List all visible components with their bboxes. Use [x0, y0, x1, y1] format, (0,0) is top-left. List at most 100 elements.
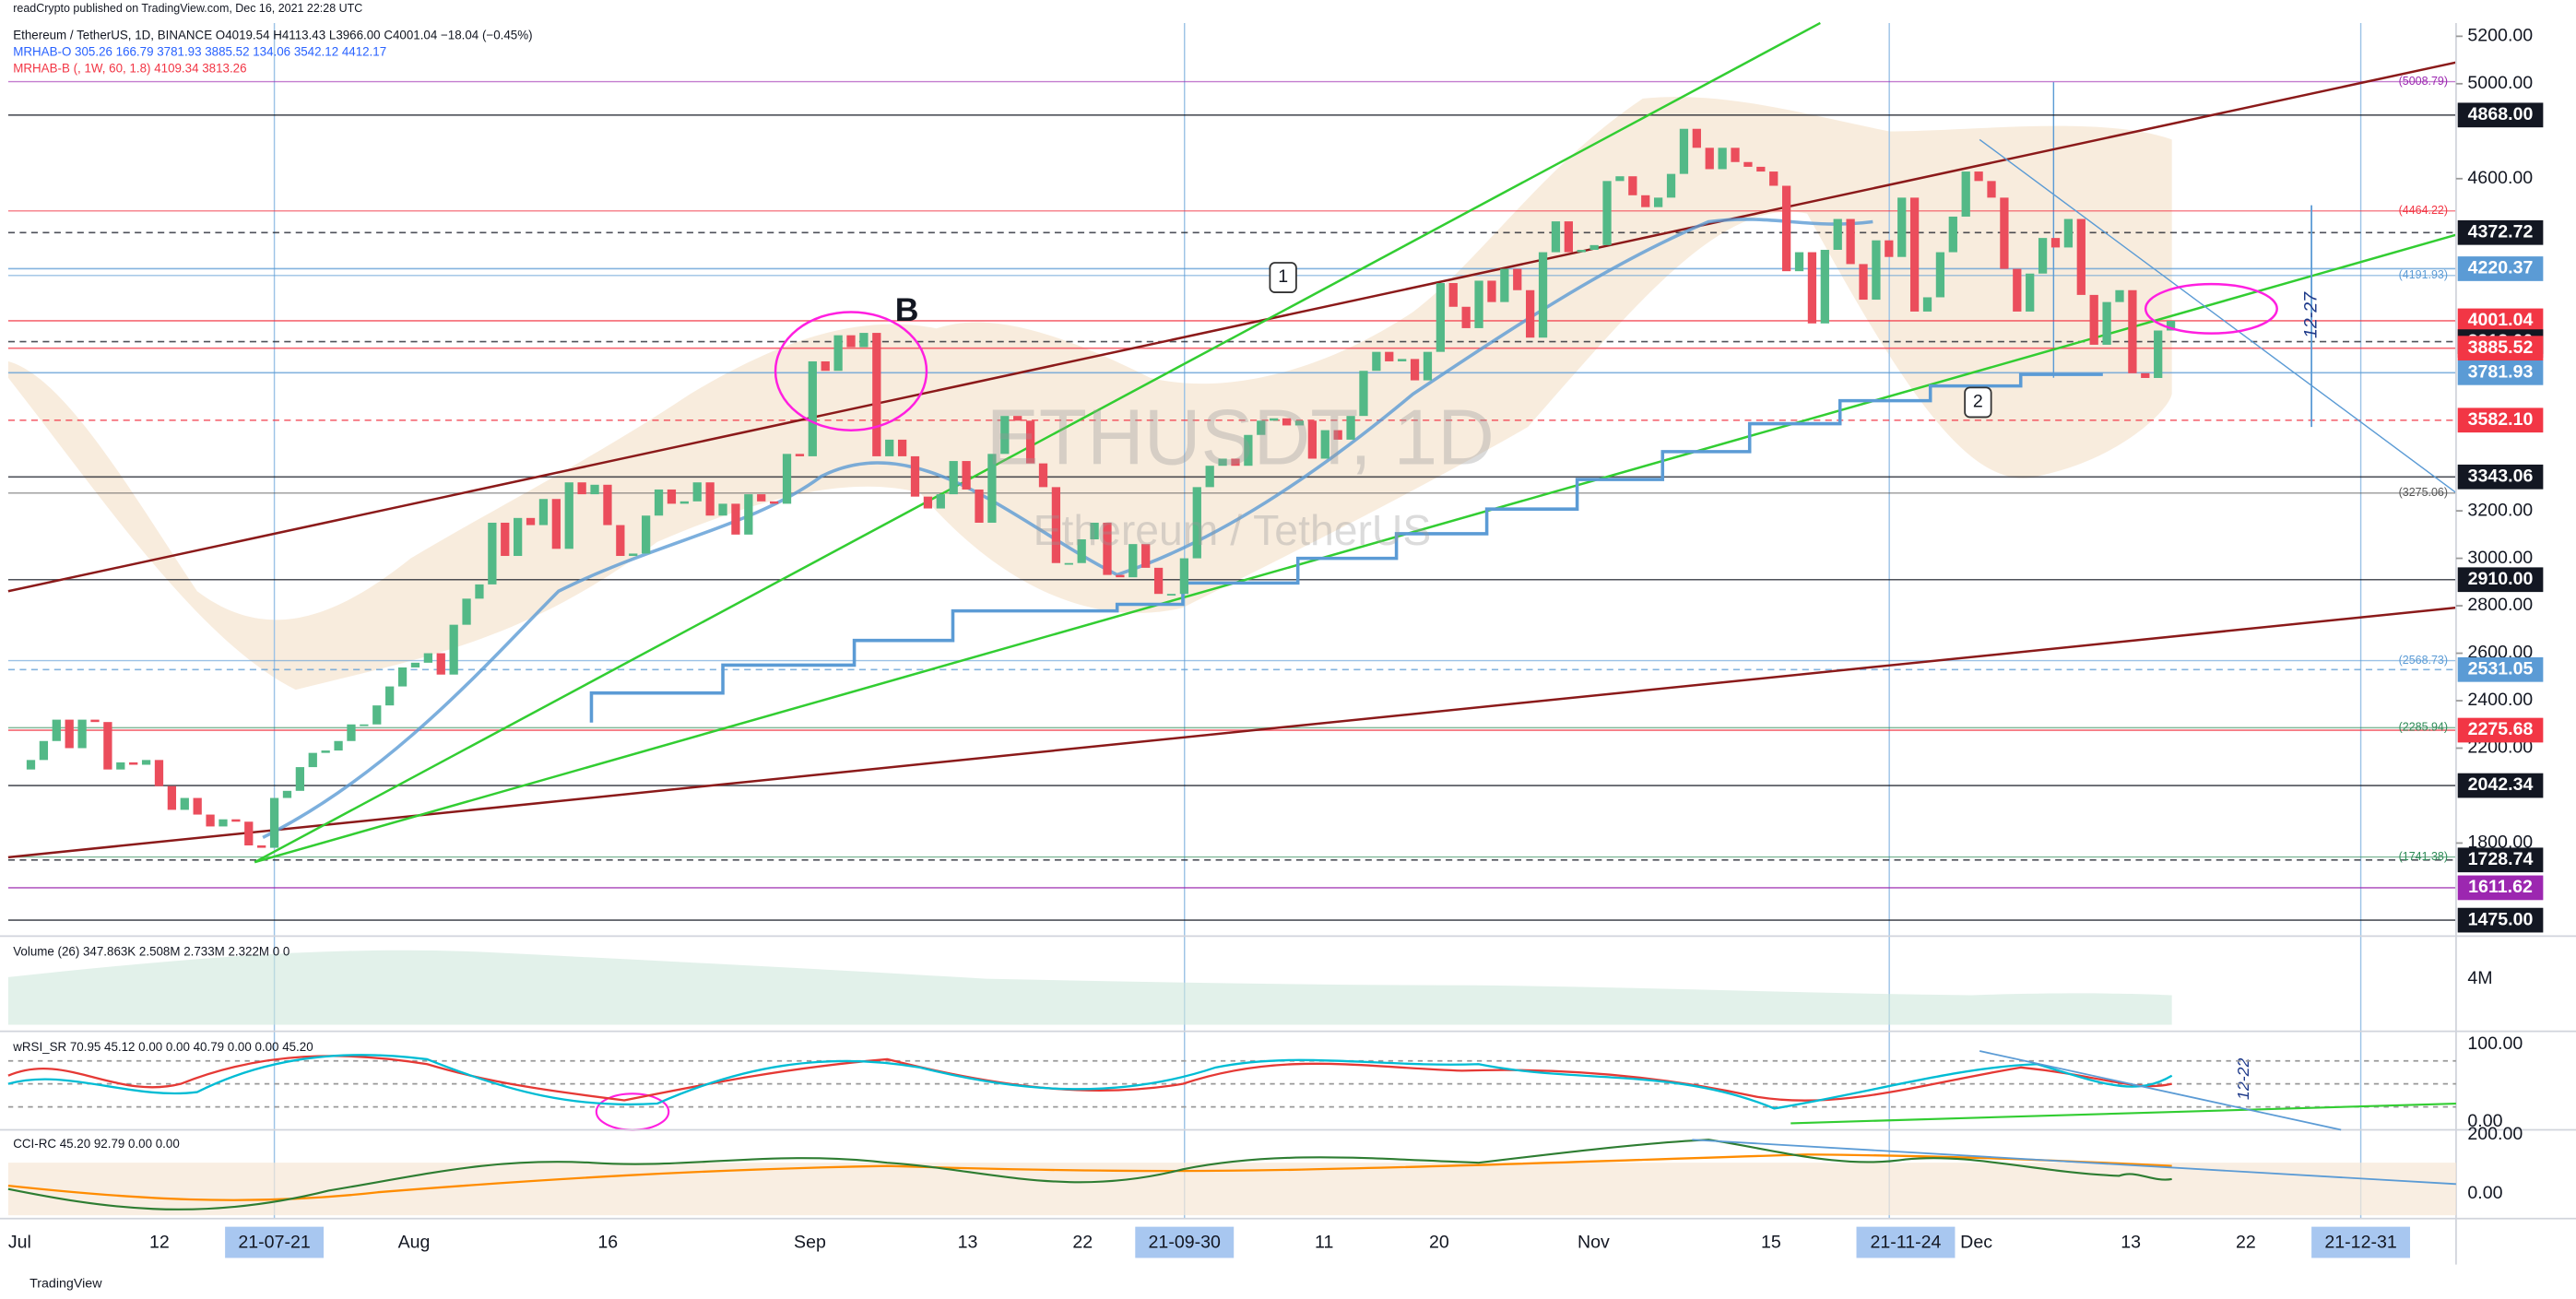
- candle: [987, 454, 997, 523]
- annotation: 2: [1973, 392, 1983, 412]
- candle: [1013, 416, 1022, 421]
- candle: [577, 482, 586, 495]
- candle: [1103, 522, 1112, 575]
- header-text: MRHAB-O 305.26 166.79 3781.93 3885.52 13…: [13, 45, 386, 59]
- price-label-box: [2457, 717, 2544, 743]
- candle: [1909, 197, 1920, 312]
- x-tick-label: 21-12-31: [2324, 1233, 2396, 1253]
- candle: [1436, 283, 1445, 352]
- candle: [1628, 176, 1637, 195]
- candle: [757, 494, 766, 502]
- price-label-box: [2457, 102, 2544, 128]
- candle: [1577, 249, 1586, 253]
- cci-line: [7, 1139, 2172, 1210]
- trendline: [1692, 1139, 2456, 1186]
- candle: [1474, 280, 1483, 328]
- candle: [1679, 128, 1689, 174]
- y-tick-label: 1800.00: [2467, 833, 2533, 853]
- candle: [962, 461, 971, 490]
- price-label: 4372.72: [2468, 221, 2534, 242]
- header-text: Ethereum / TetherUS, 1D, BINANCE O4019.5…: [13, 29, 532, 42]
- level-note: (2568.73): [2399, 654, 2448, 667]
- trendline: [1979, 138, 2457, 493]
- candle: [2063, 218, 2074, 248]
- annotation: 12-27: [2300, 291, 2321, 338]
- candle: [642, 515, 651, 554]
- candle: [2154, 330, 2163, 378]
- candle: [1756, 166, 1766, 172]
- price-label: 3343.06: [2468, 466, 2534, 486]
- candle: [846, 335, 856, 348]
- candle: [590, 484, 599, 495]
- candle: [385, 686, 395, 706]
- candle: [1141, 544, 1151, 568]
- y-tick-label: 5000.00: [2467, 73, 2533, 93]
- price-label: 4001.04: [2468, 310, 2534, 330]
- candle: [910, 455, 920, 497]
- x-tick-label: Dec: [1960, 1233, 1992, 1253]
- candle: [116, 762, 125, 770]
- candle: [2038, 238, 2048, 274]
- price-label-box: [2457, 847, 2544, 873]
- candle: [244, 821, 254, 846]
- pane-tick-label: 0.00: [2467, 1183, 2502, 1203]
- annotation: 1: [1278, 266, 1288, 287]
- candle: [1641, 195, 1650, 207]
- y-tick-label: 5200.00: [2467, 26, 2533, 46]
- candle: [282, 790, 292, 798]
- candle: [129, 762, 138, 765]
- price-label-box: [2457, 875, 2544, 901]
- candle: [1705, 148, 1714, 170]
- candle: [1922, 297, 1932, 312]
- candle: [1807, 252, 1817, 324]
- candle: [526, 517, 536, 526]
- candle: [1602, 181, 1612, 245]
- candle: [1294, 420, 1305, 426]
- volume-area: [7, 950, 2172, 1025]
- candle: [206, 814, 215, 827]
- candle: [257, 845, 266, 848]
- overlay: (5008.79) (4464.22) (4191.93) (3275.06) (256…: [8, 2, 2544, 1292]
- pane-legend: wRSI_SR 70.95 45.12 0.00 0.00 40.79 0.00…: [12, 1040, 313, 1054]
- candle: [1564, 221, 1573, 253]
- x-label-highlight: [1135, 1226, 1235, 1258]
- circle-annotation: [774, 311, 928, 431]
- candle: [2050, 238, 2061, 248]
- candle: [1897, 197, 1907, 257]
- candle: [1513, 268, 1522, 290]
- watermark-symbol: ETHUSDT, 1D: [987, 395, 1495, 482]
- candle: [26, 760, 36, 770]
- candle: [616, 525, 625, 557]
- pane-tick-label: 100.00: [2467, 1033, 2523, 1054]
- candle: [1666, 173, 1676, 198]
- candle: [219, 819, 228, 827]
- candle: [2013, 268, 2022, 312]
- candle: [1270, 418, 1279, 421]
- y-tick-label: 2400.00: [2467, 690, 2533, 710]
- level-note: (4464.22): [2399, 204, 2448, 217]
- candle: [821, 360, 830, 372]
- step-line: [589, 372, 2103, 723]
- x-label-highlight: [2311, 1226, 2411, 1258]
- price-label: 1475.00: [2468, 909, 2534, 929]
- candle: [77, 719, 87, 749]
- x-tick-label: 15: [1761, 1233, 1781, 1253]
- price-label: 2531.05: [2468, 658, 2534, 679]
- candle: [1692, 128, 1701, 148]
- candle: [2102, 301, 2111, 345]
- candle: [1320, 430, 1329, 459]
- candle: [923, 496, 933, 509]
- trendline: [7, 61, 2457, 593]
- candle: [1410, 359, 1420, 381]
- candle: [872, 333, 881, 456]
- candle: [1231, 458, 1240, 466]
- candle: [718, 503, 727, 516]
- candle: [488, 522, 497, 585]
- candle: [603, 484, 612, 526]
- candle: [334, 740, 343, 751]
- candle: [1833, 218, 1842, 250]
- candle: [2076, 218, 2086, 295]
- candle: [90, 719, 100, 723]
- x-tick-label: 21-07-21: [238, 1233, 310, 1253]
- price-label-box: [2457, 360, 2544, 385]
